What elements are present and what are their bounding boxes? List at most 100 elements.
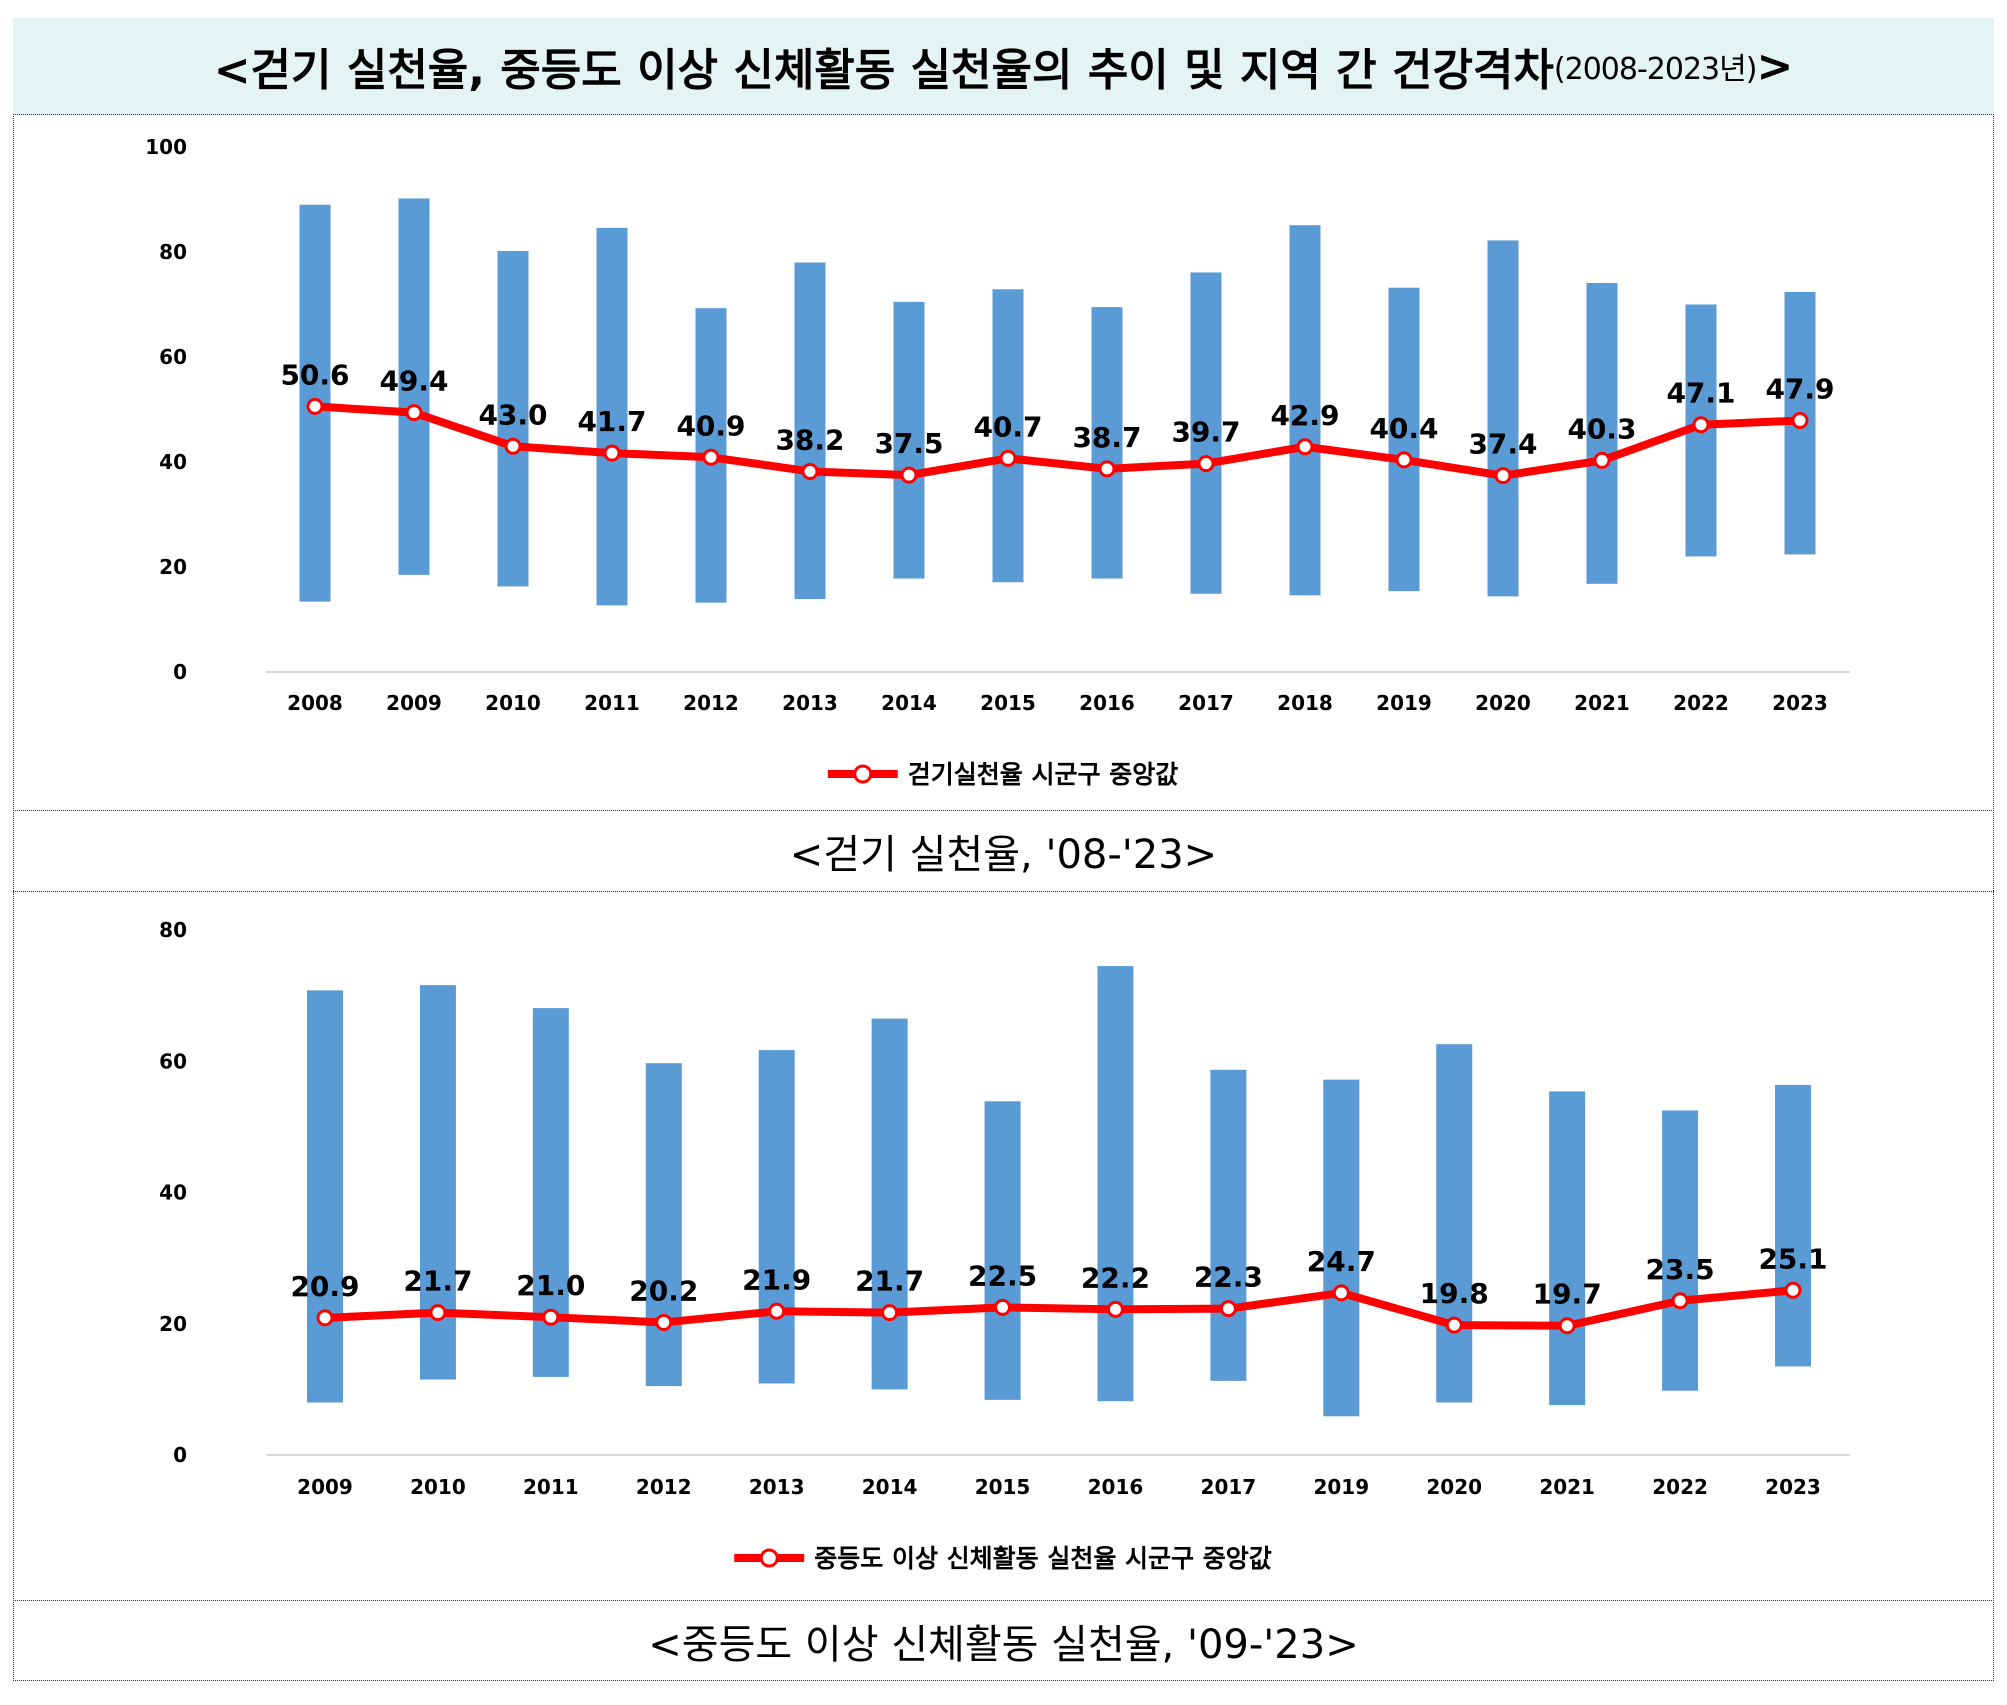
figure-title: <걷기 실천율, 중등도 이상 신체활동 실천율의 추이 및 지역 간 건강격차… — [13, 18, 1994, 115]
data-label: 39.7 — [1171, 416, 1240, 449]
median-point — [1784, 1281, 1802, 1299]
median-point — [1494, 467, 1512, 485]
data-label: 38.2 — [775, 423, 844, 456]
range-bar — [1662, 1110, 1699, 1391]
x-tick-label: 2015 — [975, 1475, 1031, 1499]
chart1-caption: <걷기 실천율, '08-'23> — [13, 810, 1994, 892]
median-point — [999, 449, 1017, 467]
title-years: (2008-2023년) — [1553, 52, 1758, 87]
data-label: 19.7 — [1533, 1278, 1602, 1311]
median-point — [542, 1308, 560, 1326]
range-bar — [596, 227, 628, 606]
range-bar — [1289, 225, 1321, 596]
data-label: 22.3 — [1194, 1261, 1263, 1294]
y-tick-label: 0 — [173, 660, 187, 684]
legend-marker-icon — [853, 764, 873, 784]
median-point — [768, 1302, 786, 1320]
data-label: 21.7 — [855, 1265, 924, 1298]
x-tick-label: 2019 — [1313, 1475, 1369, 1499]
data-label: 25.1 — [1758, 1242, 1827, 1275]
range-bar — [1549, 1091, 1586, 1406]
median-point — [655, 1313, 673, 1331]
y-tick-label: 0 — [173, 1443, 187, 1467]
median-point — [1593, 451, 1611, 469]
data-label: 22.2 — [1081, 1261, 1150, 1294]
x-tick-label: 2016 — [1088, 1475, 1144, 1499]
median-point — [994, 1298, 1012, 1316]
legend-label: 중등도 이상 신체활동 실천율 시군구 중앙값 — [814, 1544, 1272, 1573]
data-label: 21.7 — [403, 1265, 472, 1298]
data-label: 37.5 — [874, 427, 943, 460]
x-tick-label: 2018 — [1277, 691, 1333, 715]
median-point — [702, 448, 720, 466]
range-bar — [992, 289, 1024, 583]
data-label: 37.4 — [1468, 428, 1537, 461]
median-point — [881, 1304, 899, 1322]
median-point — [504, 437, 522, 455]
x-tick-label: 2013 — [782, 691, 838, 715]
x-tick-label: 2011 — [584, 691, 640, 715]
data-label: 49.4 — [379, 365, 448, 398]
data-label: 40.7 — [973, 410, 1042, 443]
data-label: 22.5 — [968, 1259, 1037, 1292]
title-end: > — [1756, 40, 1794, 92]
x-tick-label: 2021 — [1574, 691, 1630, 715]
x-tick-label: 2011 — [523, 1475, 579, 1499]
x-tick-label: 2014 — [881, 691, 937, 715]
x-tick-label: 2010 — [410, 1475, 466, 1499]
data-label: 47.9 — [1765, 373, 1834, 406]
y-tick-label: 20 — [159, 1312, 187, 1336]
x-tick-label: 2017 — [1201, 1475, 1257, 1499]
data-label: 47.1 — [1666, 377, 1735, 410]
range-bar — [1775, 1084, 1811, 1367]
data-label: 43.0 — [478, 398, 547, 431]
x-tick-label: 2009 — [386, 691, 442, 715]
median-point — [1197, 455, 1215, 473]
y-tick-label: 80 — [159, 240, 187, 264]
data-label: 19.8 — [1420, 1277, 1489, 1310]
median-point — [1671, 1292, 1689, 1310]
range-bar — [1097, 966, 1134, 1402]
x-tick-label: 2023 — [1772, 691, 1828, 715]
range-bar — [794, 262, 826, 600]
x-tick-label: 2010 — [485, 691, 541, 715]
median-point — [306, 397, 324, 415]
median-point — [1219, 1300, 1237, 1318]
range-bar — [984, 1101, 1021, 1400]
data-label: 24.7 — [1307, 1245, 1376, 1278]
range-bar — [1586, 282, 1618, 584]
y-tick-label: 60 — [159, 345, 187, 369]
x-tick-label: 2020 — [1426, 1475, 1482, 1499]
data-label: 50.6 — [280, 358, 349, 391]
median-point — [1332, 1284, 1350, 1302]
range-bar — [1388, 287, 1420, 592]
range-bar — [893, 301, 925, 579]
legend-label: 걷기실천율 시군구 중앙값 — [908, 760, 1178, 789]
median-point — [900, 466, 918, 484]
median-point — [1445, 1316, 1463, 1334]
range-bar — [1487, 240, 1519, 597]
title-main: <걷기 실천율, 중등도 이상 신체활동 실천율의 추이 및 지역 간 건강격차 — [213, 45, 1554, 96]
y-tick-label: 100 — [145, 135, 187, 159]
median-point — [1692, 416, 1710, 434]
median-point — [429, 1304, 447, 1322]
median-point — [316, 1309, 334, 1327]
data-label: 40.9 — [676, 409, 745, 442]
data-label: 40.3 — [1567, 412, 1636, 445]
median-point — [1558, 1317, 1576, 1335]
median-point — [405, 404, 423, 422]
data-label: 21.0 — [516, 1269, 585, 1302]
range-bar — [1436, 1044, 1473, 1403]
median-line — [324, 1286, 1794, 1330]
median-point — [1791, 412, 1809, 430]
median-point — [801, 462, 819, 480]
data-label: 21.9 — [742, 1263, 811, 1296]
range-bar — [1323, 1079, 1360, 1417]
x-tick-label: 2014 — [862, 1475, 918, 1499]
y-tick-label: 80 — [159, 918, 187, 942]
median-line — [314, 402, 1801, 480]
range-bar — [645, 1063, 682, 1387]
data-label: 20.2 — [629, 1274, 698, 1307]
range-bar — [1091, 307, 1123, 579]
x-tick-label: 2019 — [1376, 691, 1432, 715]
